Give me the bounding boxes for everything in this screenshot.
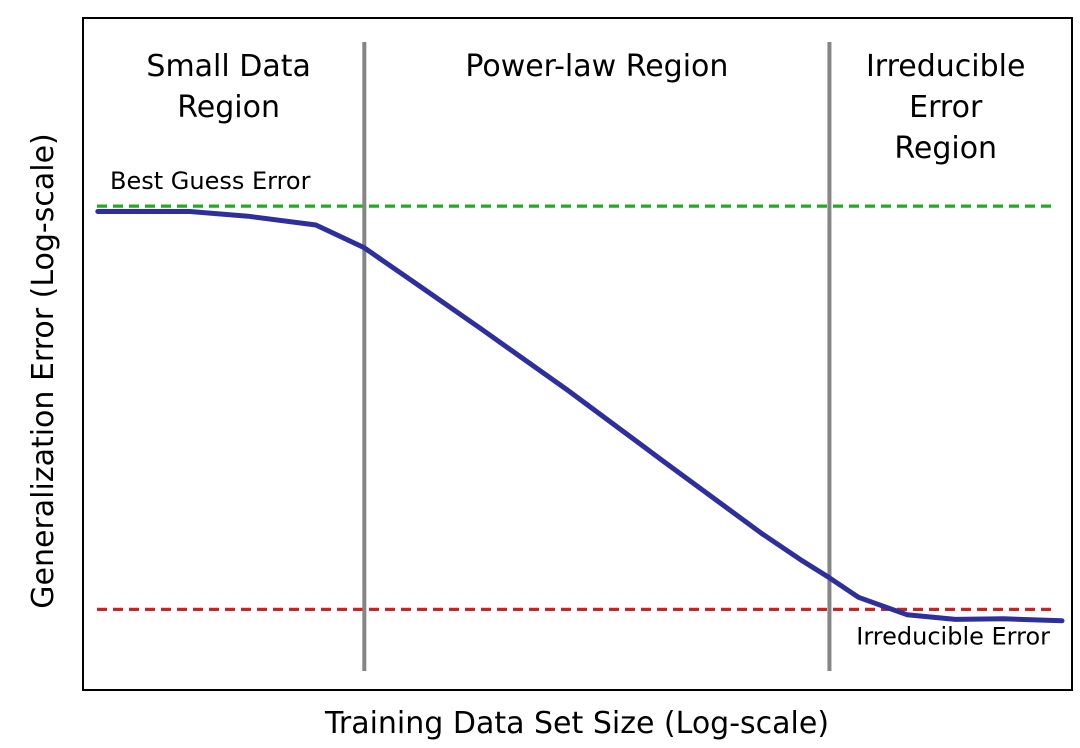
- region-label-0-line-0: Small Data: [146, 49, 311, 84]
- plot-frame: [82, 17, 1073, 691]
- region-label-2-line-1: Error: [909, 90, 983, 125]
- plot-area: Small Data Region Power-law Region Irreduci…: [82, 17, 1073, 691]
- region-label-0-line-1: Region: [177, 90, 280, 125]
- region-label-2-line-2: Region: [894, 131, 997, 166]
- y-axis-label: Generalization Error (Log-scale): [26, 133, 61, 608]
- region-label-1-line-0: Power-law Region: [465, 49, 728, 84]
- series-line-0: [95, 209, 1065, 624]
- reference-label-1: Irreducible Error: [856, 622, 1050, 650]
- x-axis-label: Training Data Set Size (Log-scale): [324, 706, 829, 741]
- region-label-2-line-0: Irreducible: [866, 49, 1026, 84]
- reference-label-0: Best Guess Error: [110, 167, 311, 195]
